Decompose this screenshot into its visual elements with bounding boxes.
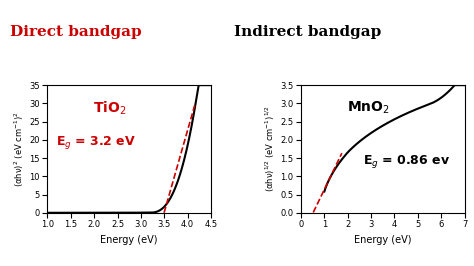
Y-axis label: (αhν)$^2$ (eV cm$^{-1}$)$^2$: (αhν)$^2$ (eV cm$^{-1}$)$^2$ (13, 111, 27, 187)
Y-axis label: (αhν)$^{1/2}$ (eV cm$^{-1}$)$^{1/2}$: (αhν)$^{1/2}$ (eV cm$^{-1}$)$^{1/2}$ (264, 106, 277, 192)
Text: E$_g$ = 0.86 ev: E$_g$ = 0.86 ev (363, 153, 450, 170)
Text: E$_g$ = 3.2 eV: E$_g$ = 3.2 eV (55, 134, 136, 151)
Text: Indirect bandgap: Indirect bandgap (235, 25, 382, 39)
X-axis label: Energy (eV): Energy (eV) (354, 235, 411, 245)
Text: MnO$_2$: MnO$_2$ (347, 100, 390, 116)
Text: Direct bandgap: Direct bandgap (10, 25, 142, 39)
X-axis label: Energy (eV): Energy (eV) (100, 235, 158, 245)
Text: TiO$_2$: TiO$_2$ (93, 99, 127, 117)
